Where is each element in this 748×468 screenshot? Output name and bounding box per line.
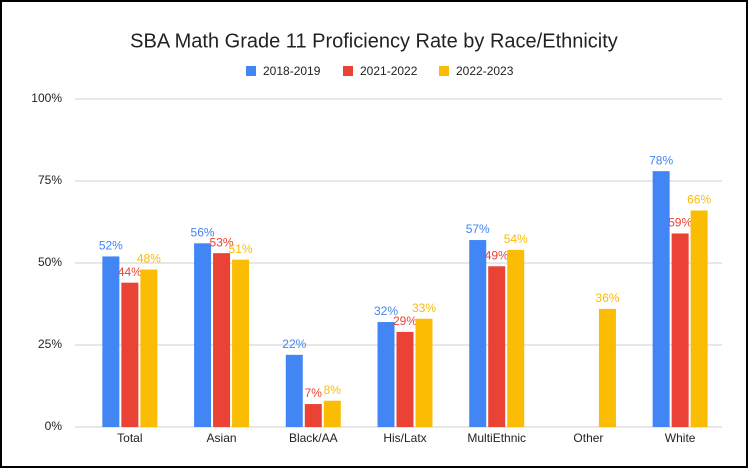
legend-swatch [343, 66, 353, 76]
bar [377, 322, 395, 427]
bar [671, 233, 689, 427]
data-label: 57% [466, 222, 490, 236]
data-label: 49% [485, 248, 509, 262]
data-label: 56% [191, 225, 215, 239]
data-label: 54% [504, 232, 528, 246]
legend-label: 2021-2022 [360, 64, 418, 78]
x-tick-label: Total [117, 431, 142, 445]
bar [232, 259, 250, 427]
x-tick-label: MultiEthnic [467, 431, 526, 445]
bar [140, 269, 158, 427]
x-tick-label: Asian [207, 431, 237, 445]
bar [396, 331, 414, 427]
bar [121, 282, 139, 427]
bar [690, 210, 708, 427]
bar [102, 256, 120, 427]
legend-label: 2022-2023 [456, 64, 514, 78]
y-tick-label: 75% [38, 173, 62, 187]
data-label: 33% [412, 301, 436, 315]
data-label: 48% [137, 252, 161, 266]
data-label: 52% [99, 239, 123, 253]
data-label: 29% [393, 314, 417, 328]
bar [598, 308, 616, 427]
legend-label: 2018-2019 [263, 64, 321, 78]
bar [488, 266, 506, 427]
y-tick-label: 0% [45, 419, 63, 433]
y-tick-label: 50% [38, 255, 62, 269]
data-label: 53% [210, 235, 234, 249]
bar [285, 354, 303, 427]
data-label: 66% [687, 193, 711, 207]
bar [469, 240, 487, 427]
bar [507, 249, 525, 427]
data-label: 22% [282, 337, 306, 351]
chart-title: SBA Math Grade 11 Proficiency Rate by Ra… [130, 30, 618, 52]
data-label: 59% [668, 216, 692, 230]
bar [213, 253, 231, 427]
x-tick-label: Black/AA [289, 431, 338, 445]
legend-swatch [439, 66, 449, 76]
x-tick-label: His/Latx [383, 431, 426, 445]
legend-swatch [246, 66, 256, 76]
bar [415, 318, 433, 427]
data-label: 78% [649, 153, 673, 167]
y-tick-label: 100% [31, 91, 62, 105]
bar [194, 243, 212, 427]
bar [323, 400, 341, 427]
data-label: 8% [324, 383, 342, 397]
bar [304, 404, 322, 427]
bar [652, 171, 670, 427]
x-tick-label: White [665, 431, 696, 445]
data-label: 32% [374, 304, 398, 318]
data-label: 36% [595, 291, 619, 305]
data-label: 7% [305, 386, 323, 400]
data-label: 51% [229, 242, 253, 256]
x-tick-label: Other [573, 431, 603, 445]
y-tick-label: 25% [38, 337, 62, 351]
data-label: 44% [118, 265, 142, 279]
